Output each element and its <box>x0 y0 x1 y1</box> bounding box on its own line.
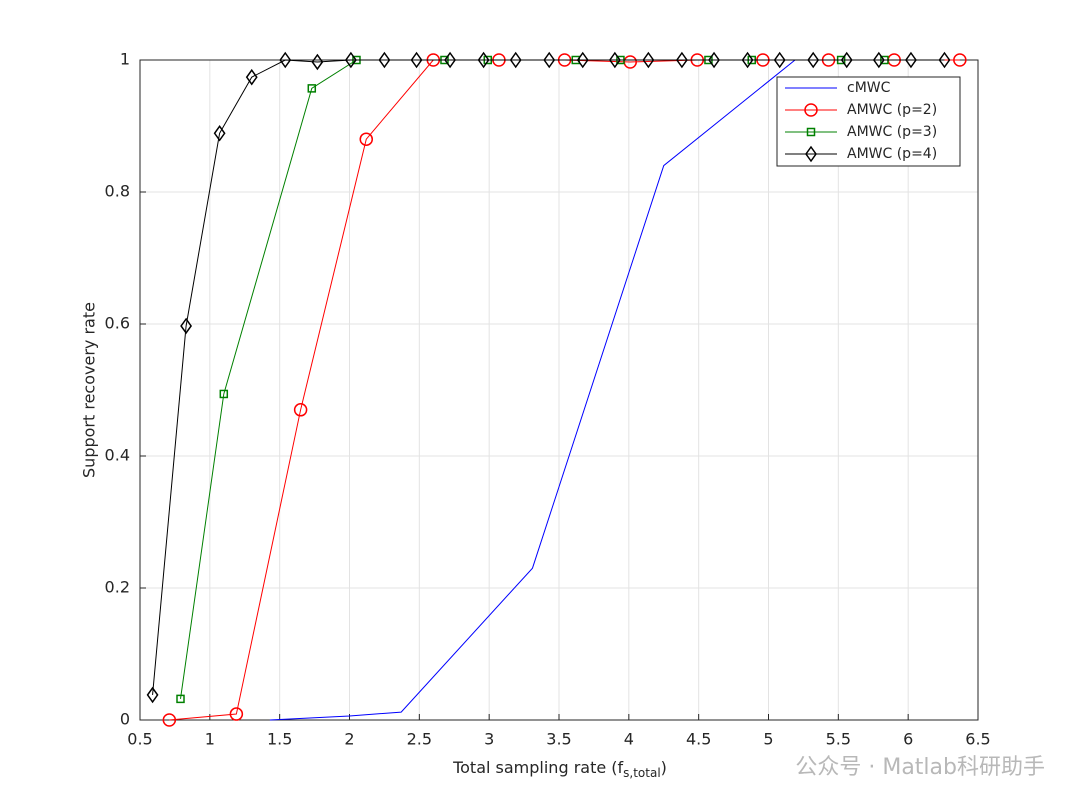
x-tick-label: 2.5 <box>407 730 432 749</box>
marker-diamond <box>675 51 688 69</box>
x-tick-label: 3.5 <box>546 730 571 749</box>
x-label-main: Total sampling rate (f <box>452 758 623 777</box>
marker-diamond <box>509 51 522 69</box>
marker-square <box>176 694 185 704</box>
x-tick-label: 1 <box>205 730 215 749</box>
marker-diamond <box>576 51 589 69</box>
marker-diamond <box>146 686 159 704</box>
watermark: 公众号 · Matlab科研助手 <box>795 755 1045 780</box>
x-tick-label: 4 <box>624 730 634 749</box>
y-tick-label: 0.2 <box>105 578 130 597</box>
x-label-sub: s,total <box>623 766 661 780</box>
x-tick-label: 0.5 <box>127 730 152 749</box>
marker-circle <box>953 53 967 67</box>
marker-diamond <box>279 51 292 69</box>
x-tick-label: 2 <box>344 730 354 749</box>
marker-circle <box>229 707 244 721</box>
x-axis-label: Total sampling rate (fs,total) <box>452 758 667 780</box>
marker-diamond <box>477 51 490 69</box>
marker-diamond <box>840 51 853 69</box>
marker-diamond <box>378 51 391 69</box>
marker-diamond <box>608 51 621 69</box>
series-line <box>152 59 945 695</box>
marker-circle <box>804 103 818 117</box>
x-tick-label: 6.5 <box>965 730 990 749</box>
marker-circle <box>162 713 177 727</box>
marker-square <box>307 84 317 93</box>
marker-diamond <box>872 51 885 69</box>
x-tick-label: 6 <box>903 730 913 749</box>
marker-diamond <box>708 51 720 69</box>
marker-diamond <box>807 51 820 69</box>
y-axis-label: Support recovery rate <box>80 302 99 478</box>
marker-diamond <box>410 51 423 69</box>
marker-diamond <box>213 124 226 142</box>
legend-label: AMWC (p=4) <box>847 146 937 162</box>
marker-circle <box>359 132 374 146</box>
marker-circle <box>293 403 308 417</box>
x-label-end: ) <box>661 758 667 777</box>
legend-label: AMWC (p=3) <box>847 124 937 140</box>
x-tick-label: 4.5 <box>686 730 711 749</box>
marker-square <box>219 389 229 399</box>
legend-label: cMWC <box>847 80 891 96</box>
x-tick-label: 1.5 <box>267 730 292 749</box>
marker-diamond <box>344 51 357 69</box>
x-tick-label: 3 <box>484 730 494 749</box>
y-tick-label: 0.6 <box>105 314 130 333</box>
marker-diamond <box>543 51 556 69</box>
marker-diamond <box>444 51 456 69</box>
marker-diamond <box>938 51 951 69</box>
x-tick-label: 5.5 <box>826 730 851 749</box>
y-tick-label: 0.8 <box>105 182 130 201</box>
marker-diamond <box>805 145 817 163</box>
marker-diamond <box>642 51 655 69</box>
y-tick-label: 1 <box>120 50 130 69</box>
marker-diamond <box>741 51 754 69</box>
marker-diamond <box>311 53 324 71</box>
y-tick-label: 0 <box>120 710 130 729</box>
y-tick-label: 0.4 <box>105 446 130 465</box>
marker-diamond <box>245 68 258 86</box>
marker-diamond <box>180 317 193 335</box>
marker-diamond <box>905 51 917 69</box>
x-tick-label: 5 <box>763 730 773 749</box>
marker-square <box>806 127 816 137</box>
legend-label: AMWC (p=2) <box>847 102 937 118</box>
marker-diamond <box>773 51 786 69</box>
